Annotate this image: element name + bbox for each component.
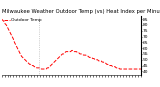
Legend: Outdoor Temp: Outdoor Temp	[4, 18, 42, 23]
Text: Milwaukee Weather Outdoor Temp (vs) Heat Index per Minute (Last 24 Hours): Milwaukee Weather Outdoor Temp (vs) Heat…	[2, 9, 160, 14]
